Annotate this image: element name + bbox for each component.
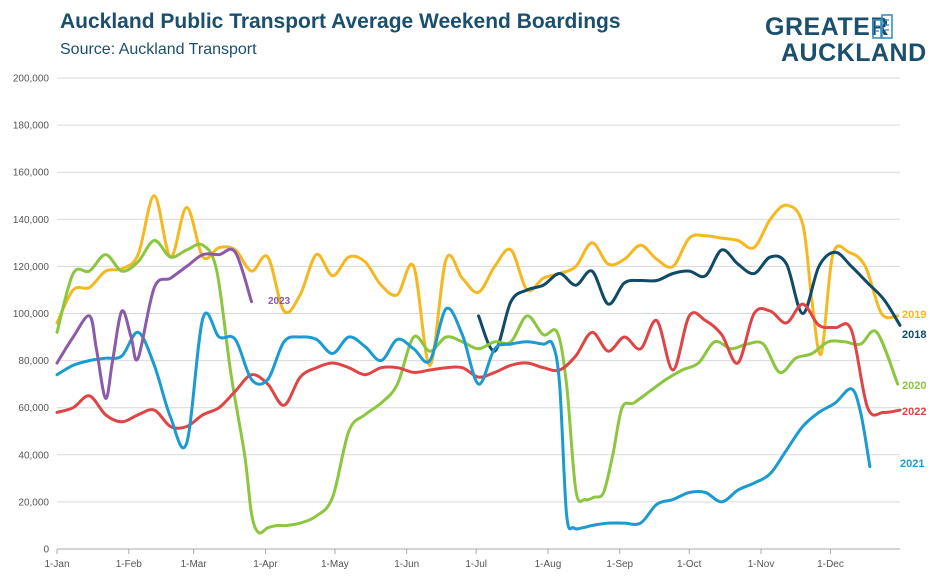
y-tick-label: 60,000	[18, 403, 49, 414]
series-label-2018: 2018	[902, 329, 926, 341]
x-tick-label: 1-Mar	[181, 559, 208, 570]
x-tick-label: 1-Apr	[253, 559, 278, 570]
y-tick-label: 100,000	[13, 309, 50, 320]
logo-line-1: GREATER	[765, 13, 889, 41]
y-tick-label: 80,000	[18, 356, 49, 367]
series-line-2021	[55, 306, 872, 531]
series-label-2021: 2021	[900, 458, 924, 470]
x-tick-label: 1-Jun	[394, 559, 419, 570]
x-tick-label: 1-Aug	[535, 559, 562, 570]
x-tick-label: 1-Feb	[116, 559, 143, 570]
series-label-2020: 2020	[902, 380, 926, 392]
chart-title: Auckland Public Transport Average Weeken…	[60, 10, 621, 33]
y-tick-label: 160,000	[13, 168, 50, 179]
x-tick-label: 1-Jan	[44, 559, 69, 570]
chart-subtitle: Source: Auckland Transport	[60, 41, 257, 58]
x-tick-label: 1-Jul	[465, 559, 487, 570]
y-tick-label: 0	[43, 545, 49, 556]
y-tick-label: 20,000	[18, 497, 49, 508]
x-tick-label: 1-Nov	[748, 559, 775, 570]
x-axis: 1-Jan 1-Feb 1-Mar 1-Apr 1-May 1-Jun 1-Jul 1-Aug…	[44, 549, 844, 570]
series-label-2019: 2019	[902, 309, 926, 321]
grid	[57, 77, 900, 550]
series-label-2023: 2023	[268, 296, 291, 307]
y-tick-label: 120,000	[13, 262, 50, 273]
x-tick-label: 1-Sep	[606, 559, 633, 570]
y-axis: 0 20,000 40,000 60,000 80,000 100,000 120,000 1…	[13, 74, 50, 556]
x-tick-label: 1-Dec	[817, 559, 844, 570]
series-label-2022: 2022	[902, 406, 926, 418]
x-tick-label: 1-May	[321, 559, 349, 570]
series-lines	[55, 194, 902, 535]
y-tick-label: 200,000	[13, 74, 50, 85]
series-line-2020	[55, 239, 900, 535]
series-line-2019	[55, 194, 900, 367]
series-line-2023	[55, 247, 253, 400]
x-tick-label: 1-Oct	[677, 559, 702, 570]
logo-line-2: AUCKLAND	[781, 39, 927, 67]
greater-auckland-logo: GREATER AUCKLAND	[765, 13, 926, 66]
series-line-2018	[477, 248, 902, 353]
y-tick-label: 180,000	[13, 121, 50, 132]
series-line-2022	[55, 302, 902, 430]
y-tick-label: 140,000	[13, 215, 50, 226]
building-icon	[872, 14, 893, 39]
series-labels: 2019 2018 2020 2022 2021 2023	[268, 296, 926, 470]
y-tick-label: 40,000	[18, 450, 49, 461]
